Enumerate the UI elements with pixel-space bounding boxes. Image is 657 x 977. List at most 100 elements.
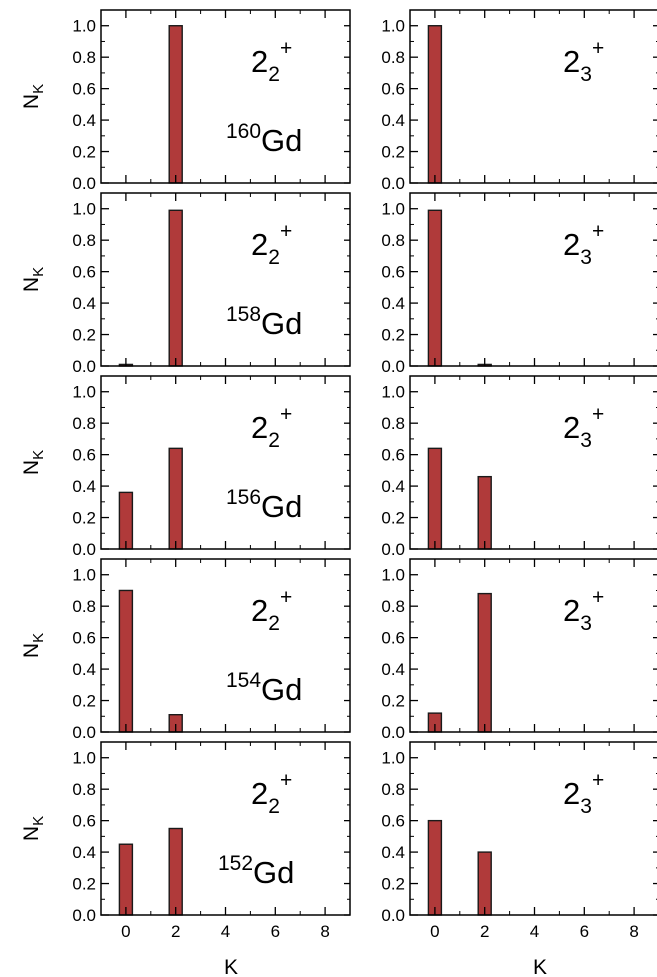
y-tick-label: 0.0 bbox=[381, 357, 405, 376]
y-tick-label: 0.8 bbox=[381, 780, 405, 799]
y-tick-label: 0.6 bbox=[381, 812, 405, 831]
plot-frame bbox=[100, 192, 351, 367]
y-tick-label: 0.0 bbox=[381, 906, 405, 925]
y-tick-label: 0.4 bbox=[72, 660, 96, 679]
y-tick-label: 0.2 bbox=[72, 692, 96, 711]
bar-K0 bbox=[118, 491, 134, 550]
y-tick-label: 0.0 bbox=[72, 540, 96, 559]
nucleus-label: 158Gd bbox=[226, 303, 302, 341]
panel-1-0: 0.0 0.2 0.4 0.6 0.8 1.0 22+ 158Gd NK bbox=[20, 192, 351, 376]
plot-frame bbox=[409, 375, 657, 550]
panel-2-1: 0.0 0.2 0.4 0.6 0.8 1.0 23+ bbox=[381, 375, 657, 559]
bar-K2 bbox=[168, 827, 183, 916]
y-tick-label: 1.0 bbox=[381, 17, 405, 36]
nucleus-label: 160Gd bbox=[226, 120, 302, 158]
y-tick-label: 0.0 bbox=[381, 540, 405, 559]
y-tick-label: 0.4 bbox=[381, 843, 405, 862]
plot-frame bbox=[409, 192, 657, 367]
y-tick-label: 1.0 bbox=[381, 749, 405, 768]
y-axis-title: NK bbox=[20, 84, 47, 109]
y-tick-label: 0.8 bbox=[381, 414, 405, 433]
y-tick-label: 0.8 bbox=[72, 780, 96, 799]
x-tick-label: 4 bbox=[221, 922, 230, 941]
y-axis-title: NK bbox=[20, 633, 47, 658]
x-tick-label: 6 bbox=[580, 922, 589, 941]
panel-0-1: 0.0 0.2 0.4 0.6 0.8 1.0 23+ bbox=[381, 9, 657, 193]
y-tick-label: 0.2 bbox=[381, 143, 405, 162]
y-tick-label: 0.2 bbox=[381, 509, 405, 528]
y-tick-label: 0.6 bbox=[381, 263, 405, 282]
plot-frame bbox=[100, 9, 351, 184]
y-tick-label: 0.6 bbox=[381, 80, 405, 99]
y-tick-label: 0.8 bbox=[72, 414, 96, 433]
y-tick-label: 1.0 bbox=[72, 383, 96, 402]
y-tick-label: 0.0 bbox=[381, 174, 405, 193]
y-tick-label: 0.4 bbox=[72, 843, 96, 862]
state-label: 22+ bbox=[251, 586, 292, 635]
y-tick-label: 0.6 bbox=[381, 629, 405, 648]
y-tick-label: 0.8 bbox=[72, 597, 96, 616]
plot-frame bbox=[409, 558, 657, 733]
state-label: 22+ bbox=[251, 37, 292, 86]
y-tick-label: 0.4 bbox=[381, 477, 405, 496]
state-label: 23+ bbox=[563, 220, 604, 269]
x-tick-label: 6 bbox=[271, 922, 280, 941]
bar-K2 bbox=[477, 592, 492, 733]
state-label: 22+ bbox=[251, 769, 292, 818]
y-tick-label: 1.0 bbox=[381, 200, 405, 219]
y-tick-label: 1.0 bbox=[381, 566, 405, 585]
x-tick-label: 4 bbox=[530, 922, 539, 941]
nucleus-label: 156Gd bbox=[226, 486, 302, 524]
x-axis-title: K bbox=[224, 956, 238, 977]
state-label: 22+ bbox=[251, 403, 292, 452]
y-tick-label: 0.0 bbox=[381, 723, 405, 742]
y-tick-label: 0.6 bbox=[72, 446, 96, 465]
y-tick-label: 0.2 bbox=[72, 326, 96, 345]
y-tick-label: 0.4 bbox=[381, 294, 405, 313]
x-axis-title: K bbox=[533, 956, 547, 977]
bar-K2 bbox=[168, 209, 183, 367]
bar-K2 bbox=[477, 851, 492, 916]
bar-K0 bbox=[427, 209, 443, 367]
bar-K0 bbox=[427, 447, 443, 550]
y-tick-label: 0.2 bbox=[381, 875, 405, 894]
y-tick-label: 0.0 bbox=[72, 174, 96, 193]
panel-4-1: 0.0 0.2 0.4 0.6 0.8 1.0 0 2 4 6 8 23+ K bbox=[381, 741, 657, 977]
y-axis-title: NK bbox=[20, 267, 47, 292]
state-label: 23+ bbox=[563, 586, 604, 635]
y-tick-label: 0.6 bbox=[381, 446, 405, 465]
y-tick-label: 0.0 bbox=[72, 357, 96, 376]
plot-frame bbox=[409, 741, 657, 916]
y-tick-label: 0.2 bbox=[72, 143, 96, 162]
bar-K2 bbox=[168, 25, 183, 184]
y-tick-label: 0.4 bbox=[72, 111, 96, 130]
y-tick-label: 0.6 bbox=[72, 629, 96, 648]
y-tick-label: 0.6 bbox=[72, 263, 96, 282]
bar-K0 bbox=[427, 25, 443, 184]
y-tick-label: 0.4 bbox=[72, 294, 96, 313]
y-tick-label: 1.0 bbox=[72, 200, 96, 219]
state-label: 23+ bbox=[563, 403, 604, 452]
bar-K0 bbox=[118, 589, 134, 733]
plot-frame bbox=[100, 375, 351, 550]
plot-frame bbox=[100, 741, 351, 916]
bar-K0 bbox=[427, 819, 443, 916]
bar-K0 bbox=[118, 843, 134, 916]
panel-3-0: 0.0 0.2 0.4 0.6 0.8 1.0 22+ 154Gd NK bbox=[20, 558, 351, 742]
panel-2-0: 0.0 0.2 0.4 0.6 0.8 1.0 22+ 156Gd NK bbox=[20, 375, 351, 559]
y-tick-label: 0.2 bbox=[381, 692, 405, 711]
bar-K2 bbox=[168, 447, 183, 550]
bar-K2 bbox=[477, 475, 492, 550]
y-tick-label: 0.0 bbox=[72, 906, 96, 925]
y-tick-label: 0.2 bbox=[381, 326, 405, 345]
y-tick-label: 1.0 bbox=[72, 749, 96, 768]
state-label: 23+ bbox=[563, 769, 604, 818]
y-tick-label: 1.0 bbox=[381, 383, 405, 402]
y-tick-label: 0.8 bbox=[72, 48, 96, 67]
state-label: 23+ bbox=[563, 37, 604, 86]
x-tick-label: 2 bbox=[480, 922, 489, 941]
plot-frame bbox=[409, 9, 657, 184]
y-tick-label: 0.4 bbox=[381, 660, 405, 679]
x-tick-label: 0 bbox=[430, 922, 439, 941]
